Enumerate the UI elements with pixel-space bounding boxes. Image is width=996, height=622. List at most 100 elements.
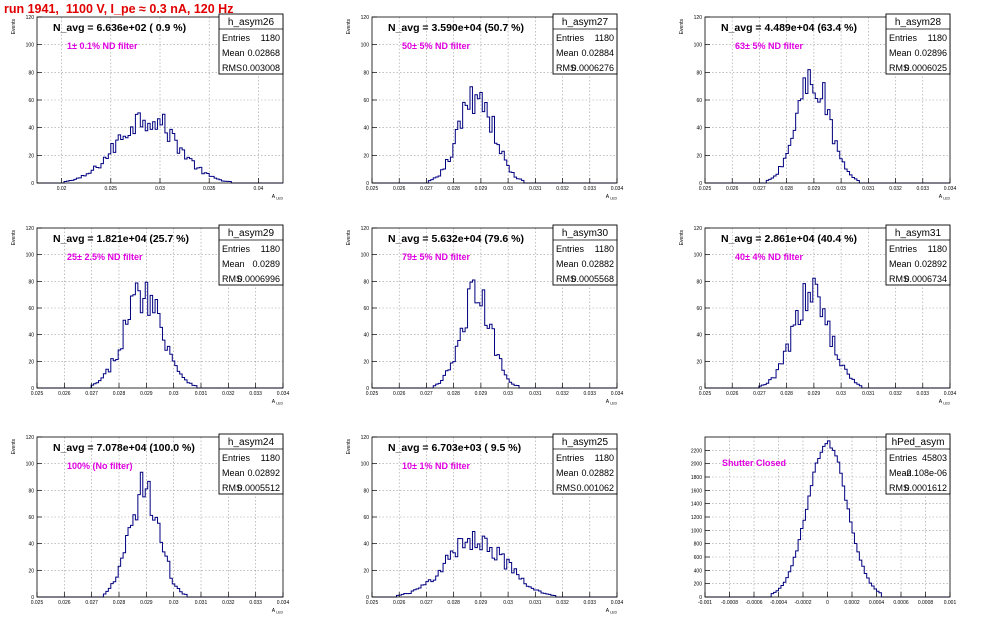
filter-annotation: 25± 2.5% ND filter <box>67 252 143 262</box>
y-tick-label: 20 <box>696 359 702 365</box>
x-tick-label: 0.034 <box>277 391 290 397</box>
histogram-pad-h_asym30: 0 20 40 60 80 100 120 0.025 0.026 0.027 0.028 0.029… <box>346 224 624 406</box>
navg-label: N_avg = 6.703e+03 ( 9.5 %) <box>388 442 521 454</box>
run-title: run 1941, 1100 V, I_pe ≈ 0.3 nA, 120 Hz <box>4 2 234 16</box>
histogram-line <box>37 281 283 389</box>
x-tick-label: 0.025 <box>31 391 44 397</box>
y-tick-label: 1400 <box>691 502 702 508</box>
x-tick-label: 0.028 <box>113 391 126 397</box>
filter-annotation: 50± 5% ND filter <box>402 41 470 51</box>
x-tick-label: 0.025 <box>31 600 44 606</box>
stats-rms-label: RMS <box>222 274 242 284</box>
filter-annotation: 10± 1% ND filter <box>402 461 470 471</box>
stats-entries-value: 1180 <box>261 244 280 254</box>
navg-label: N_avg = 1.821e+04 (25.7 %) <box>53 233 189 245</box>
x-axis-label: A LED <box>606 608 618 615</box>
stats-entries-label: Entries <box>222 244 251 254</box>
y-tick-label: 40 <box>28 126 34 132</box>
x-tick-label: 0.034 <box>944 186 957 192</box>
stats-entries-value: 1180 <box>928 33 947 43</box>
stats-rms-label: RMS <box>222 483 242 493</box>
stats-mean-value: 0.02884 <box>581 48 614 58</box>
y-tick-label: 20 <box>363 568 369 574</box>
stats-mean-label: Mean <box>556 468 579 478</box>
x-tick-label: 0.03 <box>503 391 513 397</box>
stats-mean-value: 0.02882 <box>581 259 614 269</box>
stats-mean-value: -2.108e-06 <box>903 468 947 478</box>
histogram-pad-h_asym26: 0 20 40 60 80 100 120 0.02 0.025 0.03 0.035 0.04 Eve… <box>11 13 283 201</box>
stats-mean-value: 0.0289 <box>252 259 280 269</box>
y-tick-label: 60 <box>28 515 34 521</box>
x-tick-label: 0.031 <box>529 600 542 606</box>
x-tick-label: 0.033 <box>584 391 597 397</box>
y-tick-label: 60 <box>696 98 702 104</box>
x-tick-label: 0.028 <box>780 186 793 192</box>
y-tick-label: 80 <box>363 70 369 76</box>
x-tick-label: 0.032 <box>556 600 569 606</box>
stats-entries-label: Entries <box>222 453 251 463</box>
histogram-pad-h_asym28: 0 20 40 60 80 100 120 0.025 0.026 0.027 0.028 0.029… <box>679 13 957 201</box>
stats-title: h_asym27 <box>562 17 609 28</box>
histogram-line <box>372 86 617 184</box>
x-tick-label: 0.031 <box>195 391 208 397</box>
stats-box <box>218 433 284 495</box>
y-tick-label: 40 <box>363 333 369 339</box>
stats-title: h_asym26 <box>228 17 275 28</box>
stats-mean-value: 0.02868 <box>247 48 280 58</box>
stats-mean-label: Mean <box>222 468 245 478</box>
y-tick-label: 100 <box>361 462 370 468</box>
y-tick-label: 20 <box>363 153 369 159</box>
stats-entries-value: 1180 <box>595 244 614 254</box>
stats-mean-label: Mean <box>222 259 245 269</box>
x-tick-label: 0.032 <box>222 600 235 606</box>
y-tick-label: 0 <box>366 595 369 601</box>
y-tick-label: 80 <box>28 70 34 76</box>
y-tick-label: 20 <box>28 153 34 159</box>
x-tick-label: 0.025 <box>699 186 712 192</box>
x-tick-label: 0.027 <box>420 391 433 397</box>
x-tick-label: 0.031 <box>862 391 875 397</box>
y-tick-label: 100 <box>361 43 370 49</box>
y-tick-label: 120 <box>26 15 35 21</box>
x-tick-label: 0.0008 <box>918 600 934 606</box>
x-tick-label: 0.025 <box>105 186 118 192</box>
x-tick-label: 0.034 <box>944 391 957 397</box>
stats-title: h_asym30 <box>562 228 609 239</box>
stats-box <box>552 13 618 75</box>
x-tick-label: 0.025 <box>699 391 712 397</box>
x-axis-label: A LED <box>939 194 951 201</box>
x-tick-label: 0.025 <box>366 600 379 606</box>
filter-annotation: 40± 4% ND filter <box>735 252 803 262</box>
histogram-pad-h_asym27: 0 20 40 60 80 100 120 0.025 0.026 0.027 0.028 0.029… <box>346 13 623 201</box>
x-tick-label: 0.033 <box>249 391 262 397</box>
filter-annotation: 1± 0.1% ND filter <box>67 41 138 51</box>
y-axis-label: Events <box>11 230 17 246</box>
x-tick-label: 0.028 <box>447 391 460 397</box>
x-tick-label: 0.033 <box>584 186 597 192</box>
y-tick-label: 0 <box>31 595 34 601</box>
stats-entries-value: 1180 <box>595 33 614 43</box>
x-tick-label: 0.032 <box>556 186 569 192</box>
stats-entries-label: Entries <box>556 453 585 463</box>
y-tick-label: 1000 <box>691 528 702 534</box>
y-tick-label: 100 <box>26 462 35 468</box>
y-tick-label: 120 <box>26 435 35 441</box>
y-tick-label: 2200 <box>691 448 702 454</box>
stats-rms-value: 0.0006025 <box>904 63 947 73</box>
filter-annotation: 79± 5% ND filter <box>402 252 470 262</box>
y-tick-label: 0 <box>366 181 369 187</box>
x-tick-label: 0.026 <box>726 391 739 397</box>
x-tick-label: 0.03 <box>169 600 179 606</box>
x-tick-label: 0.034 <box>611 391 624 397</box>
stats-mean-value: 0.02892 <box>247 468 280 478</box>
stats-mean-label: Mean <box>889 259 912 269</box>
x-tick-label: 0.025 <box>366 186 379 192</box>
x-tick-label: 0.027 <box>420 186 433 192</box>
stats-rms-label: RMS <box>889 483 909 493</box>
y-axis-label: Events <box>346 439 352 455</box>
x-axis-label: A LED <box>272 399 284 406</box>
x-tick-label: 0.028 <box>447 186 460 192</box>
stats-mean-value: 0.02896 <box>914 48 947 58</box>
y-tick-label: 40 <box>28 542 34 548</box>
x-tick-label: 0.0006 <box>893 600 909 606</box>
